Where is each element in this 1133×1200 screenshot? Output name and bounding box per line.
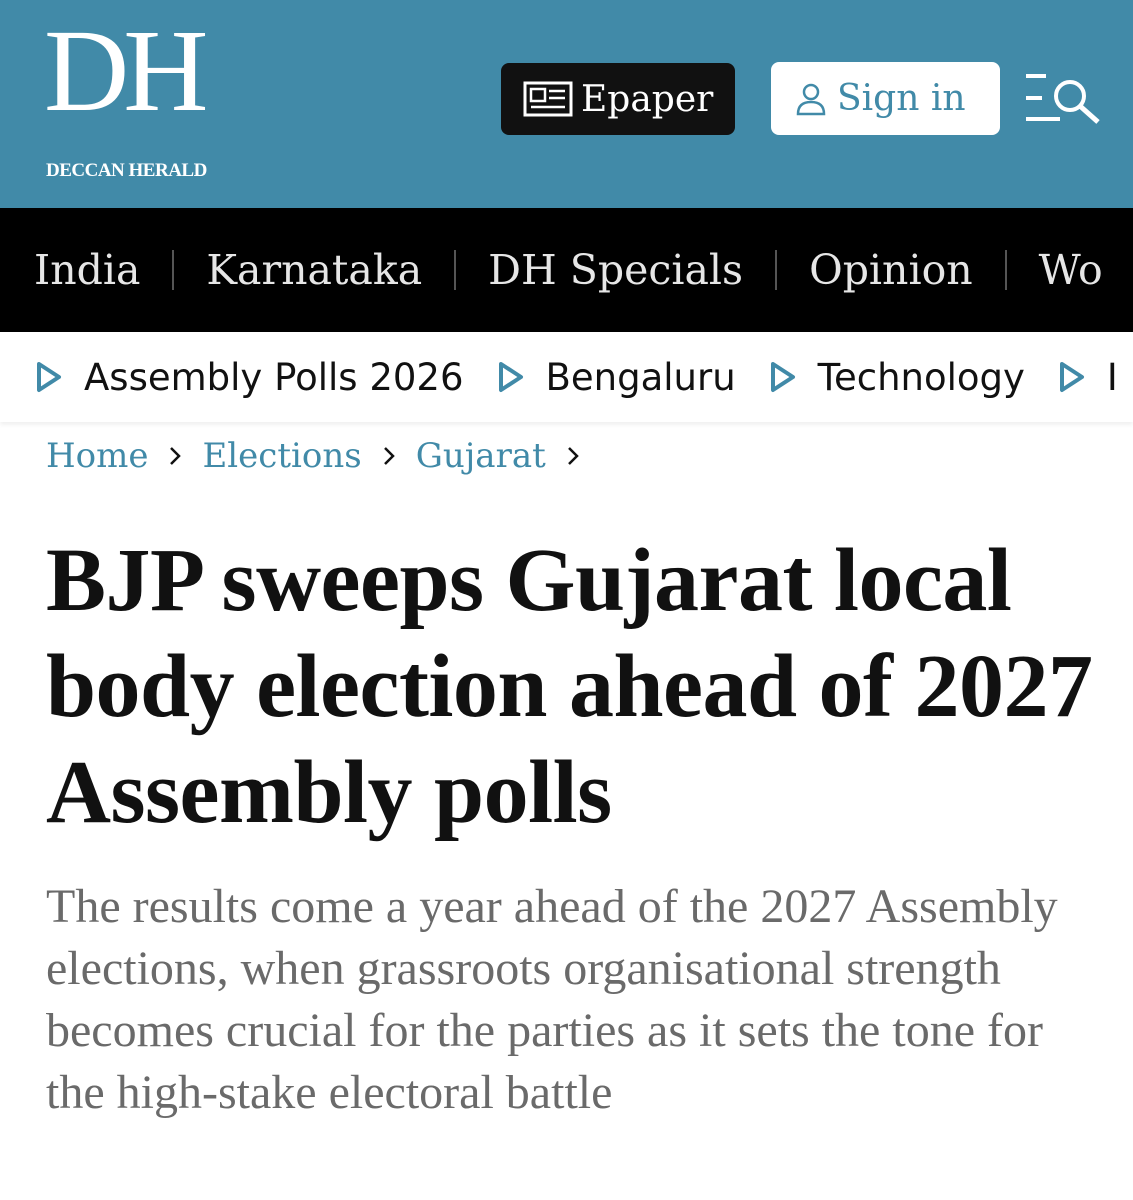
newspaper-icon [523, 81, 573, 117]
chevron-shape [567, 447, 579, 465]
breadcrumb-link[interactable]: Gujarat [415, 436, 546, 476]
epaper-label: Epaper [581, 78, 714, 120]
logo-subtitle: DECCAN HERALD [46, 160, 207, 181]
nav-separator [454, 250, 457, 290]
breadcrumb-link[interactable]: Elections [202, 436, 362, 476]
play-shape [37, 362, 61, 392]
nav-link[interactable]: India [34, 246, 141, 294]
breadcrumb-link[interactable]: Home [46, 436, 149, 476]
nav-link[interactable]: Wo [1038, 246, 1103, 294]
sub-nav-link[interactable]: I [1106, 355, 1118, 399]
sign-in-label: Sign in [837, 78, 966, 119]
play-shape [1059, 362, 1084, 392]
play-icon [1059, 362, 1084, 392]
nav-link[interactable]: Karnataka [206, 246, 423, 294]
nav-separator [775, 250, 778, 290]
logo[interactable]: DH [44, 5, 208, 136]
sub-nav-entry[interactable]: Assembly Polls 2026 [36, 356, 464, 399]
chevron [170, 447, 182, 465]
play-icon [498, 362, 523, 392]
headline: BJP sweeps Gujarat local body election a… [46, 531, 1093, 842]
chevron [567, 447, 579, 465]
nav-separator [172, 250, 175, 290]
sub-nav-link[interactable]: Assembly Polls 2026 [84, 355, 464, 399]
chevron [383, 447, 395, 465]
play-shape [498, 362, 523, 392]
user-icon [796, 83, 826, 115]
site-header: DH DECCAN HERALD Epaper Sign in [0, 0, 1133, 208]
epaper-button[interactable]: Epaper [501, 63, 735, 135]
sub-nav-link[interactable]: Bengaluru [545, 355, 736, 399]
menu-search-icon[interactable] [1024, 72, 1104, 126]
main-nav: India Karnataka DH Specials Opinion Wo [0, 208, 1133, 332]
nav-link[interactable]: DH Specials [488, 246, 744, 294]
breadcrumb: Home Elections Gujarat [46, 432, 580, 480]
summary: The results come a year ahead of the 202… [46, 880, 1058, 1119]
play-icon [37, 362, 61, 392]
sub-nav-entry[interactable]: Bengaluru [498, 356, 736, 399]
sub-nav-entry[interactable]: Technology [770, 356, 1025, 399]
sign-in-button[interactable]: Sign in [771, 62, 1000, 135]
play-shape [770, 362, 795, 392]
chevron-shape [170, 447, 182, 465]
chevron-shape [383, 447, 395, 465]
nav-separator [1004, 250, 1007, 290]
play-icon [770, 362, 795, 392]
sub-nav-entry[interactable]: I [1059, 356, 1118, 399]
sub-nav: Assembly Polls 2026 Bengaluru Technology I [0, 332, 1133, 422]
sub-nav-link[interactable]: Technology [817, 355, 1025, 399]
nav-link[interactable]: Opinion [809, 246, 973, 294]
